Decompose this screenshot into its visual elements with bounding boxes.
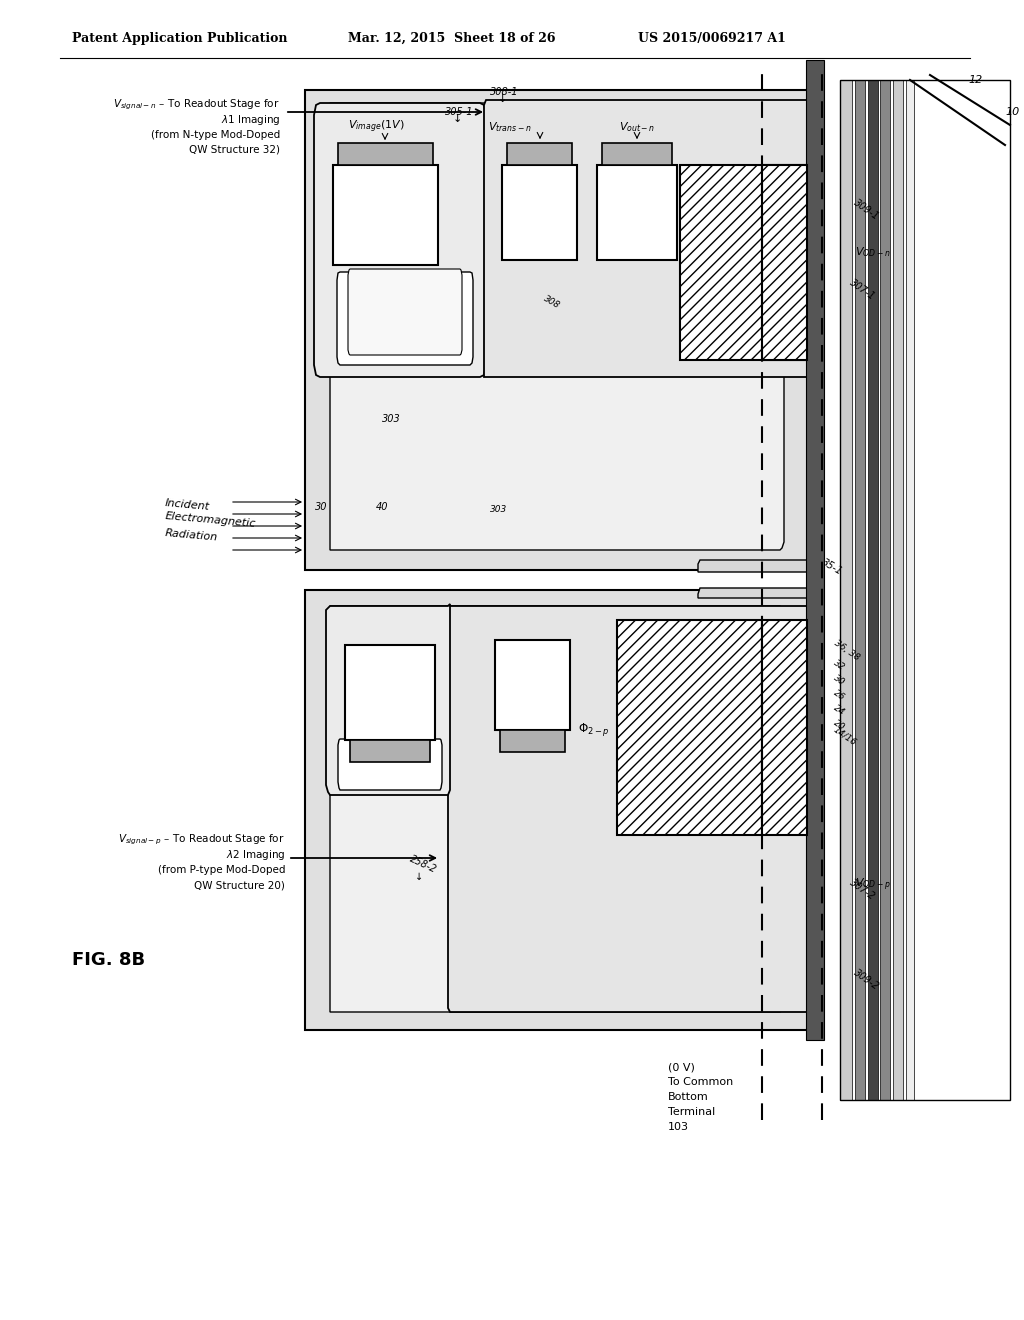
Text: $\downarrow$: $\downarrow$ (495, 92, 506, 104)
Polygon shape (698, 587, 810, 598)
Text: $V_{signal-n}$ – To Readout Stage for: $V_{signal-n}$ – To Readout Stage for (114, 98, 280, 112)
Polygon shape (305, 590, 812, 1030)
Polygon shape (348, 269, 462, 355)
Bar (597, 165, 677, 260)
Text: $\lambda2$ Imaging: $\lambda2$ Imaging (225, 847, 285, 862)
Text: 35-1: 35-1 (820, 557, 844, 577)
Text: 309-1: 309-1 (852, 198, 881, 222)
Bar (333, 165, 438, 265)
Text: 20: 20 (831, 718, 847, 733)
Bar (507, 143, 572, 165)
Text: Bottom: Bottom (668, 1092, 709, 1102)
Text: 307-2: 307-2 (848, 878, 878, 902)
Text: 295-2: 295-2 (398, 671, 428, 692)
Text: $V_{SD-n}$: $V_{SD-n}$ (786, 236, 800, 268)
Bar (500, 730, 565, 752)
Bar (762, 165, 807, 360)
Text: 32: 32 (831, 659, 847, 672)
Bar (840, 81, 852, 1100)
Text: 12: 12 (968, 75, 982, 84)
Polygon shape (338, 739, 442, 789)
Polygon shape (449, 602, 812, 1012)
Text: 305-1: 305-1 (445, 107, 473, 117)
Polygon shape (326, 605, 450, 795)
Text: Patent Application Publication: Patent Application Publication (72, 32, 288, 45)
Polygon shape (330, 606, 784, 1012)
Text: $V_{image}(1V)$: $V_{image}(1V)$ (348, 119, 404, 135)
Text: $V_{out-p}$: $V_{out-p}$ (372, 706, 409, 722)
Text: $\Phi_{2-p}$: $\Phi_{2-p}$ (579, 722, 610, 738)
Text: (from P-type Mod-Doped: (from P-type Mod-Doped (158, 865, 285, 875)
Polygon shape (337, 272, 473, 366)
Text: 303: 303 (490, 506, 507, 513)
Polygon shape (330, 103, 784, 550)
Text: 103: 103 (668, 1122, 689, 1133)
Bar (906, 81, 914, 1100)
Text: 307-1: 307-1 (848, 277, 878, 302)
Text: Terminal: Terminal (668, 1107, 715, 1117)
Polygon shape (305, 90, 812, 570)
Text: $V_{signal-p}$ – To Readout Stage for: $V_{signal-p}$ – To Readout Stage for (119, 833, 285, 847)
Text: 308-1: 308-1 (490, 87, 518, 96)
Text: QW Structure 32): QW Structure 32) (189, 145, 280, 154)
Text: $\downarrow$: $\downarrow$ (450, 112, 461, 124)
Bar (806, 59, 824, 1040)
Text: $V_{OD-p}$: $V_{OD-p}$ (855, 876, 891, 894)
Polygon shape (314, 103, 486, 378)
Text: To Common: To Common (668, 1077, 733, 1086)
Text: 301: 301 (382, 329, 400, 339)
Bar (345, 645, 435, 741)
Bar (502, 165, 577, 260)
Text: $V_{out-n}$: $V_{out-n}$ (618, 120, 655, 135)
Text: 36, 38: 36, 38 (831, 638, 861, 663)
Bar (893, 81, 903, 1100)
Bar (868, 81, 878, 1100)
Text: Radiation: Radiation (165, 528, 219, 543)
Bar (617, 620, 762, 836)
Bar (602, 143, 672, 165)
Text: $V_{trans-n}$: $V_{trans-n}$ (488, 120, 531, 135)
Polygon shape (484, 100, 812, 378)
Text: Electromagnetic: Electromagnetic (165, 511, 257, 529)
Text: FIG. 8B: FIG. 8B (72, 950, 145, 969)
Text: 303: 303 (382, 414, 400, 424)
Text: $V_{OD-n}$: $V_{OD-n}$ (855, 246, 891, 259)
Text: Mar. 12, 2015  Sheet 18 of 26: Mar. 12, 2015 Sheet 18 of 26 (348, 32, 555, 45)
Text: 40: 40 (376, 502, 388, 512)
Bar (338, 143, 433, 165)
Text: 308: 308 (542, 293, 561, 310)
Text: US 2015/0069217 A1: US 2015/0069217 A1 (638, 32, 785, 45)
Bar (840, 81, 1010, 1100)
Bar (855, 81, 865, 1100)
Text: 26: 26 (831, 688, 847, 702)
Text: $\downarrow$: $\downarrow$ (413, 871, 423, 882)
Text: $\Phi_{2-n}$: $\Phi_{2-n}$ (642, 244, 673, 260)
Bar (880, 81, 890, 1100)
Bar (350, 741, 430, 762)
Bar (495, 640, 570, 730)
Polygon shape (698, 560, 810, 572)
Text: 10: 10 (1005, 107, 1019, 117)
Bar (680, 165, 805, 360)
Text: Incident: Incident (165, 498, 211, 512)
Text: 14/16: 14/16 (831, 725, 858, 747)
Text: 309-2: 309-2 (852, 968, 881, 993)
Text: (from N-type Mod-Doped: (from N-type Mod-Doped (151, 129, 280, 140)
Text: $V_{trans-p}$: $V_{trans-p}$ (513, 704, 557, 719)
Text: QW Structure 20): QW Structure 20) (195, 880, 285, 890)
Text: 24: 24 (831, 704, 847, 717)
Text: (0 V): (0 V) (668, 1063, 695, 1072)
Text: 258-2: 258-2 (408, 854, 438, 875)
Text: $\downarrow$: $\downarrow$ (395, 338, 406, 348)
Bar (762, 620, 807, 836)
Text: 30: 30 (315, 502, 328, 512)
Text: $\lambda1$ Imaging: $\lambda1$ Imaging (220, 114, 280, 127)
Text: $V_{SD-p}$: $V_{SD-p}$ (785, 709, 800, 742)
Text: 30: 30 (831, 673, 847, 686)
